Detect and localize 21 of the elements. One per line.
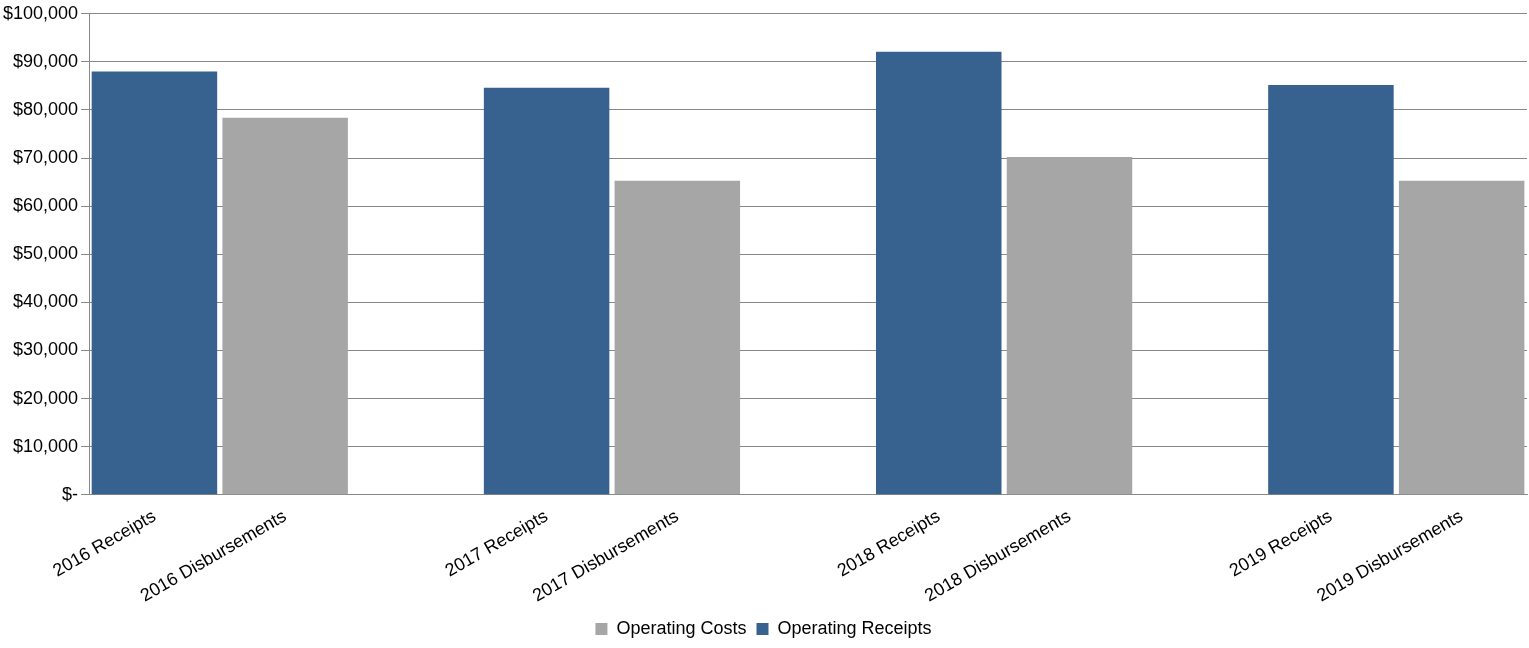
bar xyxy=(483,87,610,495)
y-tick-label: $80,000 xyxy=(13,98,79,119)
y-tick-label: $- xyxy=(62,483,79,504)
bar xyxy=(222,117,348,495)
legend-label: Operating Costs xyxy=(616,617,747,638)
y-tick-label: $20,000 xyxy=(13,387,79,408)
bar xyxy=(1268,84,1394,495)
bar xyxy=(1398,180,1525,495)
legend-label: Operating Receipts xyxy=(777,617,932,638)
bar xyxy=(614,180,741,495)
y-tick-label: $40,000 xyxy=(13,291,79,312)
y-tick-label: $90,000 xyxy=(13,50,79,71)
y-tick-label: $30,000 xyxy=(13,339,79,360)
y-tick-label: $100,000 xyxy=(3,2,79,23)
bar xyxy=(91,71,218,495)
y-tick-label: $70,000 xyxy=(13,147,79,168)
y-tick-label: $10,000 xyxy=(13,435,79,456)
bar xyxy=(876,51,1002,495)
y-tick-label: $60,000 xyxy=(13,195,79,216)
y-tick-label: $50,000 xyxy=(13,243,79,264)
bar xyxy=(1006,157,1133,495)
